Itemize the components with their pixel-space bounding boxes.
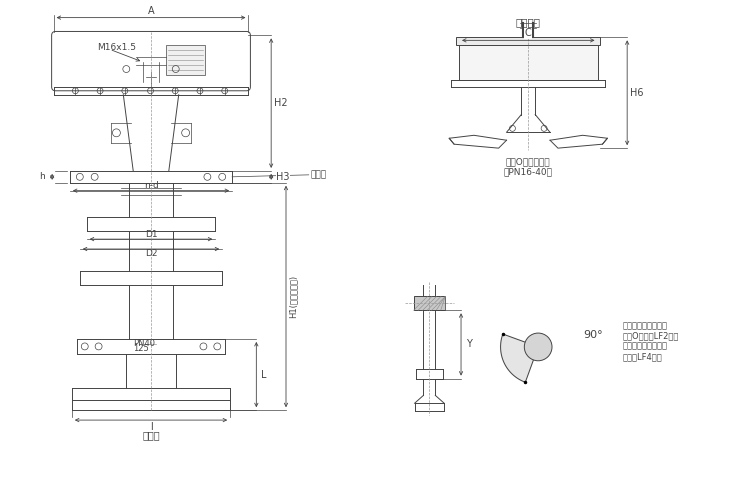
Text: （PN16-40）: （PN16-40） (504, 168, 553, 176)
Text: 125: 125 (134, 344, 149, 354)
Text: 顶式手轮: 顶式手轮 (516, 18, 541, 28)
Text: l: l (150, 422, 152, 432)
Circle shape (524, 333, 552, 361)
Text: 金属O型圆槽尺寸: 金属O型圆槽尺寸 (506, 158, 550, 166)
Bar (166, 46, 206, 75)
Bar (456, 38, 601, 46)
Text: n-d: n-d (144, 181, 158, 190)
Text: L: L (262, 370, 267, 380)
Text: H6: H6 (630, 88, 644, 98)
Text: M16x1.5: M16x1.5 (97, 43, 136, 52)
Bar (413, 296, 446, 310)
Text: C: C (525, 28, 532, 38)
Text: D1: D1 (145, 230, 158, 238)
Text: 低温调节阀法兰采用
金属O形圈（LF2）密
封，可根据用户配铝
肩圈（LF4）。: 低温调节阀法兰采用 金属O形圈（LF2）密 封，可根据用户配铝 肩圈（LF4）。 (622, 321, 679, 361)
Text: H1(保温层厚度): H1(保温层厚度) (289, 275, 298, 318)
Text: h: h (39, 172, 45, 182)
Text: Y: Y (466, 340, 472, 349)
Text: 低温型: 低温型 (142, 430, 160, 440)
Text: H3: H3 (276, 172, 290, 182)
Text: 90°: 90° (584, 330, 603, 340)
Text: A: A (148, 6, 154, 16)
Polygon shape (500, 334, 538, 382)
Text: H2: H2 (274, 98, 288, 108)
Text: 连接板: 连接板 (310, 170, 327, 179)
Bar (459, 46, 598, 80)
Text: PN40: PN40 (134, 340, 155, 348)
Text: D2: D2 (145, 250, 158, 258)
